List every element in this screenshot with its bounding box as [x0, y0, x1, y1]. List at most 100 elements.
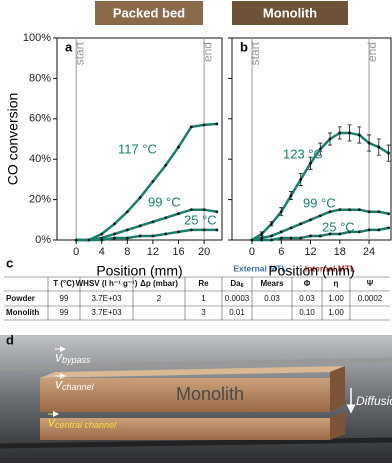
y-axis-label: CO conversion — [5, 93, 21, 186]
table-cell: 0.01 — [229, 308, 245, 317]
point — [328, 210, 332, 214]
point — [309, 218, 312, 222]
x-tick-label: 0 — [249, 246, 255, 258]
point — [299, 178, 303, 181]
y-tick-label: 20% — [29, 194, 51, 206]
point — [357, 133, 361, 137]
subscript: II — [241, 283, 245, 289]
point — [309, 234, 312, 238]
point — [318, 214, 322, 218]
x-tick-label: 18 — [334, 246, 346, 258]
x-tick-label: 4 — [99, 246, 105, 258]
x-tick-label: 12 — [304, 246, 316, 258]
point — [279, 230, 283, 234]
table-cell: 0.0002 — [358, 294, 383, 303]
point — [189, 125, 193, 129]
table-header: Re — [198, 279, 209, 288]
block-top — [40, 366, 345, 378]
point — [164, 163, 168, 167]
y-tick-label: 40% — [29, 153, 51, 165]
point — [338, 232, 342, 236]
point — [215, 228, 219, 232]
table-cell: 3 — [201, 308, 206, 317]
point — [348, 208, 351, 212]
table-cell: Powder — [6, 294, 35, 303]
x-tick-label: 0 — [73, 246, 79, 258]
point — [260, 236, 264, 240]
block — [40, 378, 330, 412]
point — [348, 131, 351, 135]
x-axis-label: Position (mm) — [268, 263, 354, 279]
point — [74, 238, 78, 242]
point — [270, 238, 273, 242]
point — [138, 224, 142, 228]
point — [113, 232, 116, 236]
table-cell: 1.00 — [328, 308, 344, 317]
point — [309, 161, 312, 165]
photo-label: Monolith — [263, 5, 317, 20]
x-tick-label: 6 — [278, 246, 284, 258]
point — [318, 234, 322, 238]
y-tick-label: 0% — [35, 234, 51, 246]
point — [202, 228, 206, 232]
point — [100, 238, 104, 242]
point — [151, 180, 155, 183]
point — [125, 228, 129, 232]
point — [125, 210, 129, 214]
subscript: channel — [62, 382, 95, 392]
point — [338, 208, 342, 212]
table-cell: 99 — [60, 294, 69, 303]
point — [289, 226, 293, 230]
point — [189, 228, 193, 232]
point — [357, 230, 361, 234]
point — [279, 210, 283, 214]
table-header: η — [334, 279, 339, 288]
point — [348, 230, 351, 234]
point — [138, 196, 142, 199]
point — [189, 208, 193, 212]
annotation: end — [365, 42, 379, 62]
point — [279, 236, 283, 240]
point — [270, 222, 273, 226]
point — [387, 212, 390, 216]
plot-frame — [56, 37, 223, 241]
point — [377, 228, 381, 232]
point — [113, 222, 116, 226]
photo — [232, 1, 348, 25]
series-label: 117 °C — [118, 141, 157, 156]
panel-label: a — [65, 39, 73, 54]
point — [215, 122, 219, 126]
point — [289, 194, 293, 197]
x-tick-label: 20 — [198, 246, 210, 258]
y-tick-label: 100% — [23, 32, 51, 44]
point — [215, 210, 219, 214]
annotation: start — [248, 41, 262, 65]
point — [260, 232, 264, 236]
point — [270, 234, 273, 238]
point — [299, 236, 303, 240]
table-cell: 0.03 — [299, 294, 315, 303]
point — [177, 230, 180, 234]
point — [387, 226, 390, 230]
point — [113, 236, 116, 240]
point — [318, 147, 322, 151]
point — [125, 236, 129, 240]
table-cell: Monolith — [6, 308, 39, 317]
point — [289, 236, 293, 240]
diffusion-label: Diffusion — [356, 394, 392, 408]
point — [138, 234, 142, 238]
block-side — [330, 366, 345, 412]
point — [328, 232, 332, 236]
annotation: start — [72, 41, 86, 65]
point — [367, 141, 371, 145]
point — [164, 232, 168, 236]
table-cell: 2 — [157, 294, 162, 303]
table-header: Ψ — [367, 279, 374, 288]
group-label: Internal MTL — [305, 263, 356, 273]
point — [177, 145, 180, 149]
series-label: 25 °C — [184, 212, 217, 227]
table-cell: 0.0003 — [225, 294, 250, 303]
table-cell: 1.00 — [328, 294, 344, 303]
table-header: Mears — [260, 279, 284, 288]
